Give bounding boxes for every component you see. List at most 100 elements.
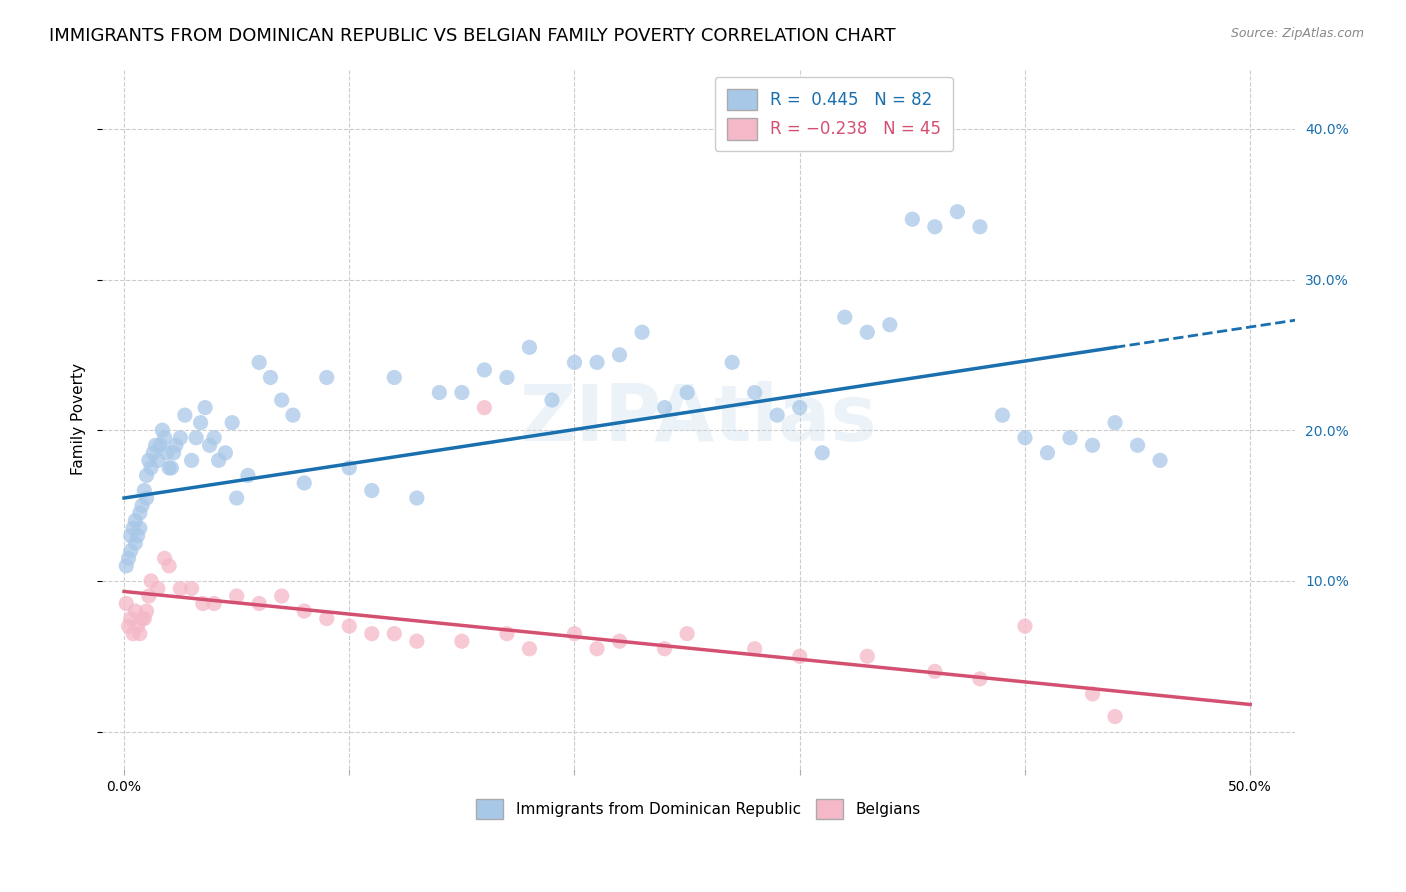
Point [360, 483, 382, 498]
Point [519, 340, 541, 354]
Point [173, 408, 195, 422]
Point [134, 483, 156, 498]
Point [120, 543, 142, 558]
Point [115, 597, 138, 611]
Point [150, 423, 173, 437]
Point [139, 461, 162, 475]
Point [120, 529, 142, 543]
Point [789, 649, 811, 664]
Point [134, 611, 156, 625]
Point [169, 582, 191, 596]
Point [180, 582, 202, 596]
Point [789, 401, 811, 415]
Point [382, 626, 405, 640]
Point [128, 506, 150, 520]
Point [128, 521, 150, 535]
Point [156, 446, 179, 460]
Point [427, 385, 450, 400]
Point [969, 219, 991, 234]
Point [191, 597, 214, 611]
Legend: Immigrants from Dominican Republic, Belgians: Immigrants from Dominican Republic, Belg… [470, 793, 927, 825]
Point [117, 619, 139, 633]
Point [153, 431, 176, 445]
Point [292, 604, 315, 618]
Point [405, 634, 427, 648]
Point [609, 348, 631, 362]
Point [247, 355, 270, 369]
Point [1149, 453, 1171, 467]
Text: Source: ZipAtlas.com: Source: ZipAtlas.com [1230, 27, 1364, 40]
Point [811, 446, 834, 460]
Point [924, 665, 946, 679]
Point [202, 431, 225, 445]
Point [292, 475, 315, 490]
Text: ZIPAtlas: ZIPAtlas [520, 381, 877, 457]
Point [117, 551, 139, 566]
Point [165, 438, 187, 452]
Point [139, 574, 162, 588]
Point [969, 672, 991, 686]
Point [946, 204, 969, 219]
Point [1081, 687, 1104, 701]
Point [337, 461, 360, 475]
Point [766, 408, 789, 422]
Point [901, 212, 924, 227]
Point [128, 626, 150, 640]
Point [208, 453, 231, 467]
Point [247, 597, 270, 611]
Point [1104, 416, 1126, 430]
Point [225, 491, 247, 505]
Point [146, 453, 169, 467]
Point [451, 634, 474, 648]
Point [496, 370, 519, 384]
Point [270, 393, 292, 408]
Point [190, 416, 212, 430]
Point [124, 536, 146, 550]
Point [162, 446, 184, 460]
Point [315, 370, 337, 384]
Point [115, 558, 138, 573]
Point [127, 529, 149, 543]
Point [145, 438, 167, 452]
Point [122, 521, 145, 535]
Point [451, 385, 474, 400]
Text: IMMIGRANTS FROM DOMINICAN REPUBLIC VS BELGIAN FAMILY POVERTY CORRELATION CHART: IMMIGRANTS FROM DOMINICAN REPUBLIC VS BE… [49, 27, 896, 45]
Point [337, 619, 360, 633]
Point [138, 589, 160, 603]
Point [149, 438, 172, 452]
Point [654, 401, 676, 415]
Point [519, 641, 541, 656]
Point [744, 641, 766, 656]
Point [236, 468, 259, 483]
Point [124, 604, 146, 618]
Point [474, 401, 496, 415]
Point [127, 619, 149, 633]
Point [153, 551, 176, 566]
Point [879, 318, 901, 332]
Point [654, 641, 676, 656]
Y-axis label: Family Poverty: Family Poverty [72, 363, 86, 475]
Point [1126, 438, 1149, 452]
Point [120, 611, 142, 625]
Point [122, 626, 145, 640]
Point [676, 626, 699, 640]
Point [586, 641, 609, 656]
Point [221, 416, 243, 430]
Point [1104, 709, 1126, 723]
Point [541, 393, 564, 408]
Point [135, 468, 157, 483]
Point [834, 310, 856, 325]
Point [496, 626, 519, 640]
Point [360, 626, 382, 640]
Point [142, 446, 165, 460]
Point [184, 431, 207, 445]
Point [1059, 431, 1081, 445]
Point [157, 461, 180, 475]
Point [609, 634, 631, 648]
Point [586, 355, 609, 369]
Point [160, 461, 183, 475]
Point [744, 385, 766, 400]
Point [202, 597, 225, 611]
Point [1036, 446, 1059, 460]
Point [198, 438, 221, 452]
